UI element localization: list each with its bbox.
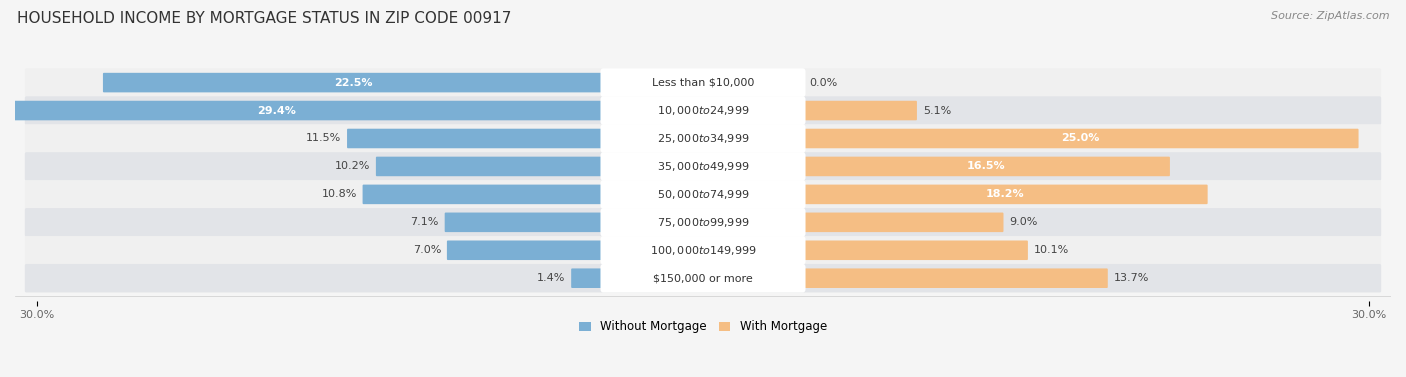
FancyBboxPatch shape <box>347 129 605 148</box>
FancyBboxPatch shape <box>600 124 806 153</box>
FancyBboxPatch shape <box>25 152 1381 181</box>
FancyBboxPatch shape <box>600 152 806 181</box>
FancyBboxPatch shape <box>571 268 605 288</box>
FancyBboxPatch shape <box>447 241 605 260</box>
FancyBboxPatch shape <box>801 241 1028 260</box>
Text: 18.2%: 18.2% <box>986 189 1024 199</box>
FancyBboxPatch shape <box>0 101 605 120</box>
Text: 7.1%: 7.1% <box>411 217 439 227</box>
FancyBboxPatch shape <box>375 157 605 176</box>
FancyBboxPatch shape <box>600 208 806 237</box>
Text: 29.4%: 29.4% <box>257 106 297 115</box>
Text: 13.7%: 13.7% <box>1114 273 1149 283</box>
Text: Source: ZipAtlas.com: Source: ZipAtlas.com <box>1271 11 1389 21</box>
Text: 0.0%: 0.0% <box>810 78 838 87</box>
Text: $50,000 to $74,999: $50,000 to $74,999 <box>657 188 749 201</box>
Text: $150,000 or more: $150,000 or more <box>654 273 752 283</box>
Legend: Without Mortgage, With Mortgage: Without Mortgage, With Mortgage <box>574 316 832 338</box>
FancyBboxPatch shape <box>25 96 1381 125</box>
Text: $35,000 to $49,999: $35,000 to $49,999 <box>657 160 749 173</box>
Text: $25,000 to $34,999: $25,000 to $34,999 <box>657 132 749 145</box>
FancyBboxPatch shape <box>363 185 605 204</box>
Text: 16.5%: 16.5% <box>967 161 1005 172</box>
FancyBboxPatch shape <box>25 264 1381 293</box>
Text: 1.4%: 1.4% <box>537 273 565 283</box>
FancyBboxPatch shape <box>103 73 605 92</box>
FancyBboxPatch shape <box>801 268 1108 288</box>
FancyBboxPatch shape <box>444 213 605 232</box>
Text: 9.0%: 9.0% <box>1010 217 1038 227</box>
Text: 10.2%: 10.2% <box>335 161 370 172</box>
FancyBboxPatch shape <box>801 101 917 120</box>
Text: 10.1%: 10.1% <box>1033 245 1069 255</box>
Text: 11.5%: 11.5% <box>307 133 342 144</box>
Text: $75,000 to $99,999: $75,000 to $99,999 <box>657 216 749 229</box>
Text: $10,000 to $24,999: $10,000 to $24,999 <box>657 104 749 117</box>
FancyBboxPatch shape <box>600 236 806 265</box>
Text: HOUSEHOLD INCOME BY MORTGAGE STATUS IN ZIP CODE 00917: HOUSEHOLD INCOME BY MORTGAGE STATUS IN Z… <box>17 11 512 26</box>
FancyBboxPatch shape <box>801 157 1170 176</box>
FancyBboxPatch shape <box>25 208 1381 237</box>
FancyBboxPatch shape <box>600 180 806 208</box>
Text: 10.8%: 10.8% <box>322 189 357 199</box>
Text: 25.0%: 25.0% <box>1062 133 1099 144</box>
FancyBboxPatch shape <box>600 264 806 293</box>
FancyBboxPatch shape <box>801 129 1358 148</box>
FancyBboxPatch shape <box>25 236 1381 265</box>
Text: Less than $10,000: Less than $10,000 <box>652 78 754 87</box>
FancyBboxPatch shape <box>801 185 1208 204</box>
Text: 7.0%: 7.0% <box>413 245 441 255</box>
FancyBboxPatch shape <box>801 213 1004 232</box>
FancyBboxPatch shape <box>25 124 1381 153</box>
FancyBboxPatch shape <box>600 96 806 125</box>
FancyBboxPatch shape <box>600 68 806 97</box>
Text: $100,000 to $149,999: $100,000 to $149,999 <box>650 244 756 257</box>
FancyBboxPatch shape <box>25 180 1381 208</box>
FancyBboxPatch shape <box>25 68 1381 97</box>
Text: 22.5%: 22.5% <box>335 78 373 87</box>
Text: 5.1%: 5.1% <box>922 106 950 115</box>
